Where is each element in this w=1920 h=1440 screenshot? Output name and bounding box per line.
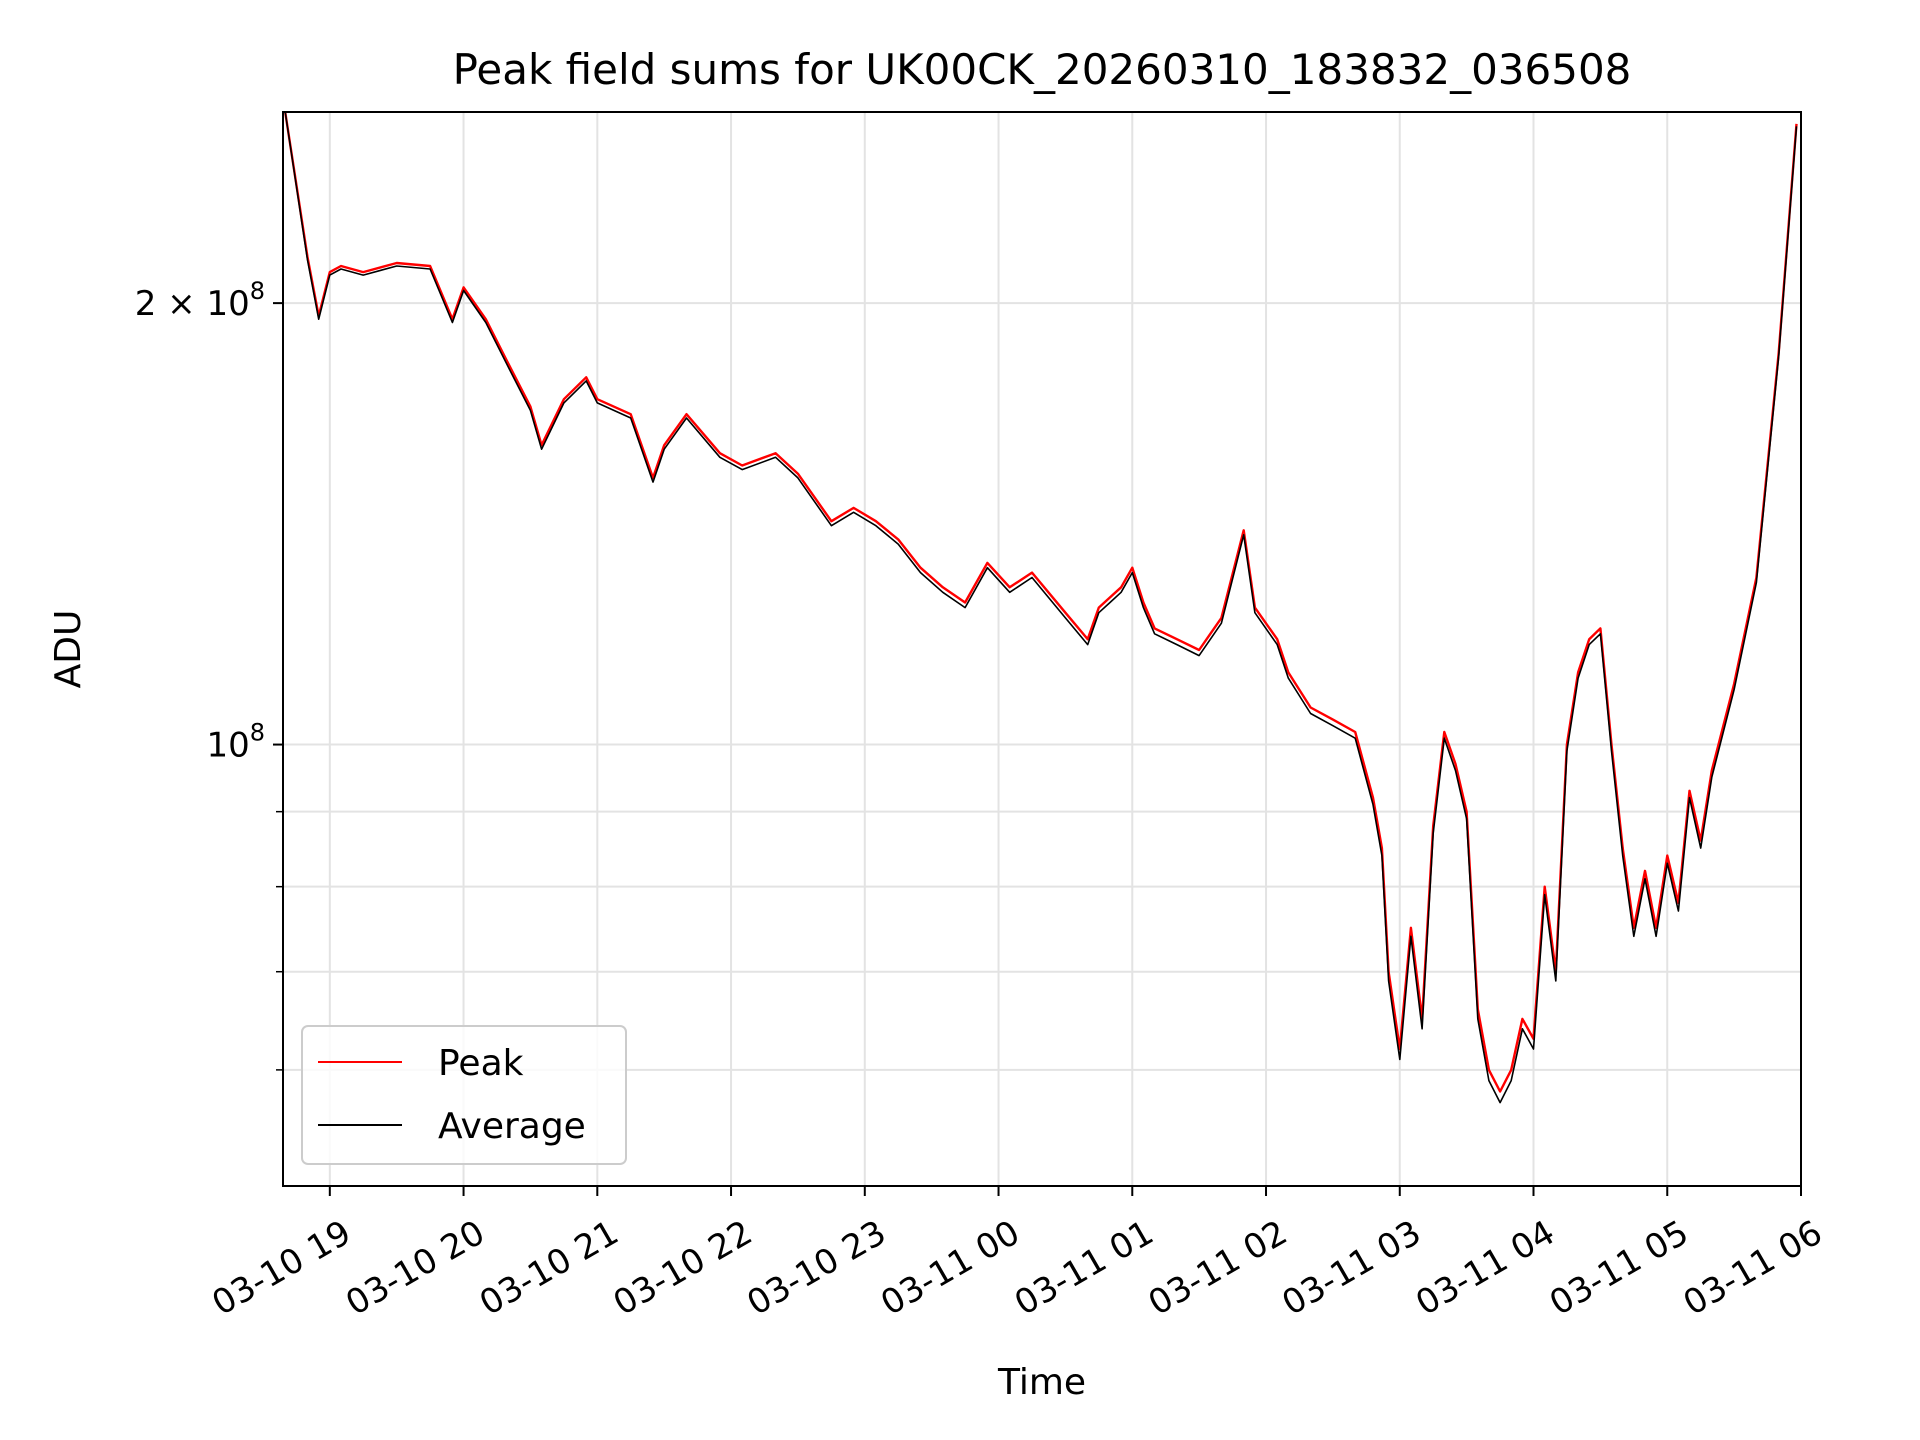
y-tick-label: 108	[206, 719, 265, 766]
series-layer	[284, 112, 1798, 1104]
legend-label-average: Average	[438, 1106, 586, 1147]
series-line-average	[284, 112, 1798, 1104]
y-axis-title: ADU	[48, 610, 89, 689]
legend-label-peak: Peak	[438, 1043, 524, 1084]
legend-box	[301, 1025, 627, 1165]
chart-title: Peak field sums for UK00CK_20260310_1838…	[453, 45, 1632, 94]
y-tick-label: 2 × 108	[135, 277, 265, 324]
series-line-peak	[284, 112, 1798, 1093]
x-axis-title: Time	[997, 1362, 1086, 1403]
legend: Peak Average	[301, 1025, 627, 1165]
plot-frame	[282, 111, 1802, 1187]
